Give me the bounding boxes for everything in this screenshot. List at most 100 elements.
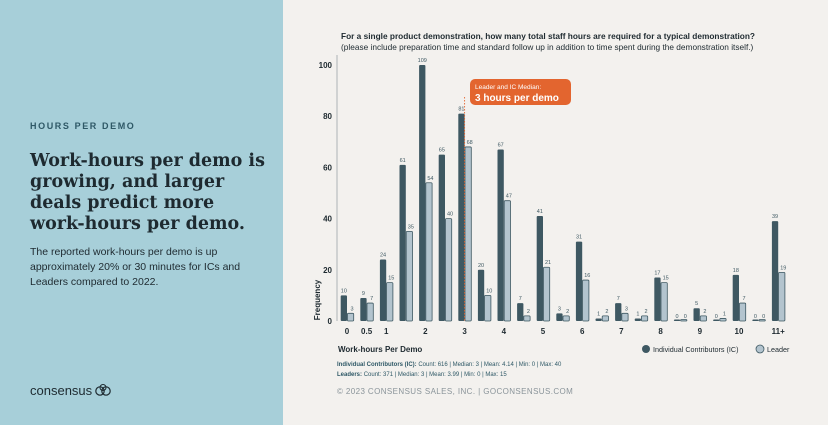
headline: Work-hours per demo is growing, and larg… xyxy=(30,151,265,234)
x-tick-label: 1 xyxy=(384,327,389,336)
x-tick-label: 9 xyxy=(698,327,703,336)
leader-bar xyxy=(405,230,413,322)
legend-ic-label: Individual Contributors (IC) xyxy=(653,345,739,354)
x-tick-label: 3 xyxy=(462,327,467,336)
leader-value-label: 16 xyxy=(584,273,590,279)
chart-subtitle: (please include preparation time and sta… xyxy=(341,42,754,52)
ic-value-label: 65 xyxy=(439,148,445,154)
x-tick-label: 0 xyxy=(345,327,350,336)
ic-bar xyxy=(713,319,720,321)
leader-bar xyxy=(484,294,492,322)
leader-value-label: 10 xyxy=(486,288,492,294)
ic-value-label: 0 xyxy=(715,314,718,320)
y-tick-label: 40 xyxy=(323,215,332,224)
x-tick-label: 0.5 xyxy=(361,327,373,336)
ic-value-label: 61 xyxy=(400,158,406,164)
leader-value-label: 2 xyxy=(703,309,706,315)
ic-bar xyxy=(732,274,739,321)
ic-value-label: 7 xyxy=(617,296,620,302)
leader-bar xyxy=(640,315,649,322)
ic-bar xyxy=(575,241,583,321)
ic-value-label: 3 xyxy=(558,306,561,312)
x-axis-label: Work-hours Per Demo xyxy=(338,345,422,354)
ic-value-label: 41 xyxy=(537,209,543,215)
ic-value-label: 39 xyxy=(772,214,778,220)
brand-logo: consensus xyxy=(30,383,111,398)
sidebar-panel: HOURS PER DEMO Work-hours per demo is gr… xyxy=(0,0,283,425)
median-callout-box xyxy=(470,79,571,105)
ic-bar xyxy=(458,113,465,321)
ic-value-label: 0 xyxy=(754,314,757,320)
ic-bar xyxy=(497,149,504,321)
leader-bar xyxy=(758,319,766,322)
leader-bar xyxy=(621,312,629,322)
leader-value-label: 54 xyxy=(427,176,433,182)
y-tick-label: 0 xyxy=(328,317,333,326)
copyright: © 2023 CONSENSUS SALES, INC. | GOCONSENS… xyxy=(337,387,574,396)
leader-value-label: 2 xyxy=(527,309,530,315)
body-text: The reported work-hours per demo is up a… xyxy=(30,246,241,288)
leader-value-label: 40 xyxy=(447,212,453,218)
summary-stats: Individual Contributors (IC): Count: 616… xyxy=(337,361,561,380)
leader-bar xyxy=(503,200,511,322)
ic-bar xyxy=(340,295,347,321)
y-tick-label: 100 xyxy=(319,61,333,70)
leader-bar xyxy=(719,318,727,322)
ic-value-label: 1 xyxy=(636,311,639,317)
ic-value-label: 24 xyxy=(380,253,386,259)
leader-value-label: 2 xyxy=(566,309,569,315)
ic-bar xyxy=(419,65,426,321)
leader-bar xyxy=(562,315,570,322)
ic-stats-label: Individual Contributors (IC): xyxy=(337,362,417,368)
legend-ic-swatch xyxy=(642,345,650,353)
leader-value-label: 7 xyxy=(370,296,373,302)
leader-value-label: 0 xyxy=(762,314,765,320)
ic-value-label: 20 xyxy=(478,263,484,269)
chart-panel xyxy=(283,0,828,425)
leader-value-label: 7 xyxy=(743,296,746,302)
leader-bar xyxy=(699,315,707,322)
section-eyebrow: HOURS PER DEMO xyxy=(30,121,136,131)
ic-value-label: 109 xyxy=(418,58,427,64)
leader-stats-line: Leaders: Count: 371 | Median: 3 | Mean: … xyxy=(337,371,561,381)
ic-bar xyxy=(634,318,641,321)
ic-value-label: 17 xyxy=(654,270,660,276)
ic-bar xyxy=(438,154,445,321)
x-tick-label: 4 xyxy=(502,327,507,336)
leader-bar xyxy=(444,218,453,322)
ic-value-label: 81 xyxy=(458,107,464,113)
leader-value-label: 47 xyxy=(506,194,512,200)
y-tick-label: 80 xyxy=(323,112,332,121)
leader-bar xyxy=(366,302,374,322)
leader-value-label: 15 xyxy=(663,276,669,282)
leader-value-label: 2 xyxy=(605,309,608,315)
ic-value-label: 18 xyxy=(733,268,739,274)
ic-bar xyxy=(360,297,367,321)
ic-value-label: 0 xyxy=(676,314,679,320)
ic-bar xyxy=(693,308,700,321)
ic-value-label: 9 xyxy=(362,291,365,297)
x-tick-label: 7 xyxy=(619,327,624,336)
x-tick-label: 6 xyxy=(580,327,585,336)
leader-bar xyxy=(680,319,688,322)
leader-value-label: 2 xyxy=(645,309,648,315)
x-tick-label: 11+ xyxy=(772,327,785,336)
ic-value-label: 31 xyxy=(576,235,582,241)
x-tick-label: 8 xyxy=(658,327,663,336)
leader-value-label: 15 xyxy=(388,276,394,282)
leader-value-label: 21 xyxy=(545,260,551,266)
ic-bar xyxy=(517,303,524,321)
ic-value-label: 1 xyxy=(597,311,600,317)
ic-value-label: 7 xyxy=(519,296,522,302)
median-callout-line2: 3 hours per demo xyxy=(475,93,559,104)
leader-value-label: 3 xyxy=(625,306,628,312)
y-axis-label: Frequency xyxy=(313,279,322,320)
chart-title: For a single product demonstration, how … xyxy=(341,31,755,41)
leader-bar xyxy=(347,312,355,322)
ic-bar xyxy=(536,216,543,321)
leader-bar xyxy=(582,279,590,322)
legend-leader-label: Leader xyxy=(767,345,790,354)
leader-stats-text: Count: 371 | Median: 3 | Mean: 3.99 | Mi… xyxy=(363,371,507,378)
ic-bar xyxy=(399,164,406,321)
